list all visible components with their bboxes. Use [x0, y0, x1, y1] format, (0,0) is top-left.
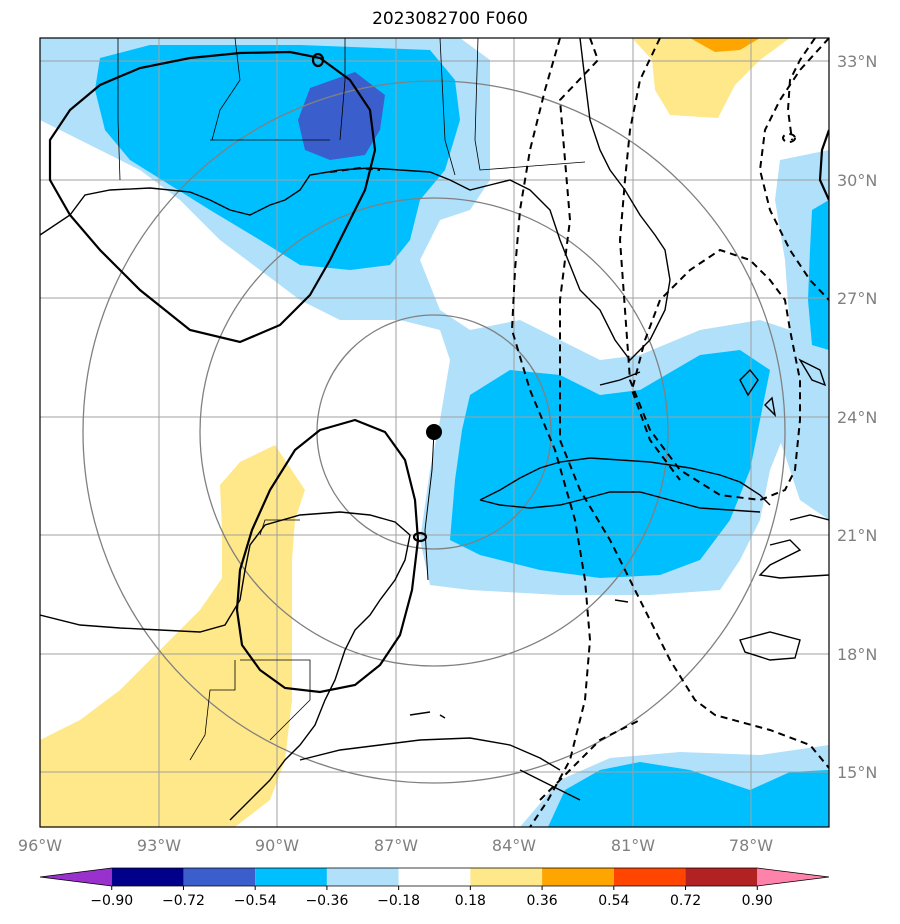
lon-tick-label: 90°W	[255, 836, 299, 855]
colorbar-segment	[470, 868, 543, 886]
blue-east	[808, 200, 829, 350]
bahamas	[739, 358, 827, 418]
lon-tick-label: 93°W	[137, 836, 181, 855]
gulf-north-coast	[40, 38, 671, 362]
state-borders	[117, 38, 586, 761]
solid-contour-east	[818, 129, 829, 201]
colorbar-segment	[326, 868, 399, 886]
shading-negative	[40, 38, 829, 827]
map-frame	[39, 37, 830, 828]
coastlines	[40, 38, 829, 821]
colorbar-label: 0.90	[742, 893, 773, 909]
lat-tick-label: 15°N	[837, 763, 877, 782]
yellow-northeast	[632, 38, 790, 118]
lon-tick-label: 78°W	[729, 836, 773, 855]
solid-contour-yucatan	[235, 418, 420, 694]
colorbar-segment	[183, 868, 256, 886]
yellow-southwest	[40, 445, 305, 827]
storm-track-line	[424, 431, 435, 581]
small-islands	[409, 599, 629, 719]
colorbar-label: 0.54	[598, 893, 629, 909]
colorbar-label: −0.36	[305, 893, 348, 909]
solid-contour-northwest	[48, 50, 377, 344]
contours	[48, 50, 829, 694]
lon-tick-label: 81°W	[611, 836, 655, 855]
colorbar-segment	[111, 868, 184, 886]
small-solid-oval-yucatan	[412, 531, 428, 543]
colorbar-label: 0.18	[455, 893, 486, 909]
colorbar-segment	[542, 868, 614, 886]
lon-tick-label: 96°W	[18, 836, 62, 855]
jamaica-coast	[739, 631, 801, 661]
florida-keys	[599, 371, 641, 386]
lat-tick-labels: 15°N 18°N 21°N 24°N 27°N 30°N 33°N	[837, 52, 877, 782]
central-america-coast	[299, 737, 581, 801]
colorbar-label: −0.18	[377, 893, 420, 909]
colorbar-label: 0.36	[527, 893, 558, 909]
plot-title: 2023082700 F060	[372, 9, 528, 29]
colorbar-label: −0.90	[90, 893, 133, 909]
lon-tick-labels: 96°W 93°W 90°W 87°W 84°W 81°W 78°W	[18, 836, 773, 855]
colorbar-segment	[398, 868, 471, 886]
colorbar-segment	[255, 868, 327, 886]
lat-tick-label: 24°N	[837, 408, 877, 427]
lat-tick-label: 33°N	[837, 52, 877, 71]
map-area	[40, 38, 829, 827]
lat-tick-label: 18°N	[837, 645, 877, 664]
blue-caribbean	[548, 762, 829, 827]
small-solid-oval	[311, 52, 325, 68]
lon-tick-label: 87°W	[374, 836, 418, 855]
blue-cuba	[450, 350, 770, 578]
lat-tick-label: 30°N	[837, 171, 877, 190]
orange-northeast	[690, 38, 760, 52]
colorbar: −0.90 −0.72 −0.54 −0.36 −0.18 0.18 0.36 0.54 0.7…	[39, 867, 830, 909]
contours-dashed	[329, 38, 829, 827]
lat-tick-label: 27°N	[837, 289, 877, 308]
colorbar-segment	[613, 868, 686, 886]
lat-tick-label: 21°N	[837, 526, 877, 545]
colorbar-segment	[757, 868, 829, 886]
colorbar-segment	[685, 868, 758, 886]
colorbar-label: −0.72	[162, 893, 205, 909]
colorbar-label: 0.72	[670, 893, 701, 909]
hispaniola-coast	[758, 514, 829, 579]
mexico-coast	[40, 511, 411, 821]
dark-blue-north-gulf	[298, 72, 385, 160]
colorbar-segment	[40, 868, 112, 886]
colorbar-label: −0.54	[234, 893, 277, 909]
storm-center-marker	[426, 424, 442, 440]
lon-tick-label: 84°W	[492, 836, 536, 855]
cuba-coast	[479, 457, 771, 513]
